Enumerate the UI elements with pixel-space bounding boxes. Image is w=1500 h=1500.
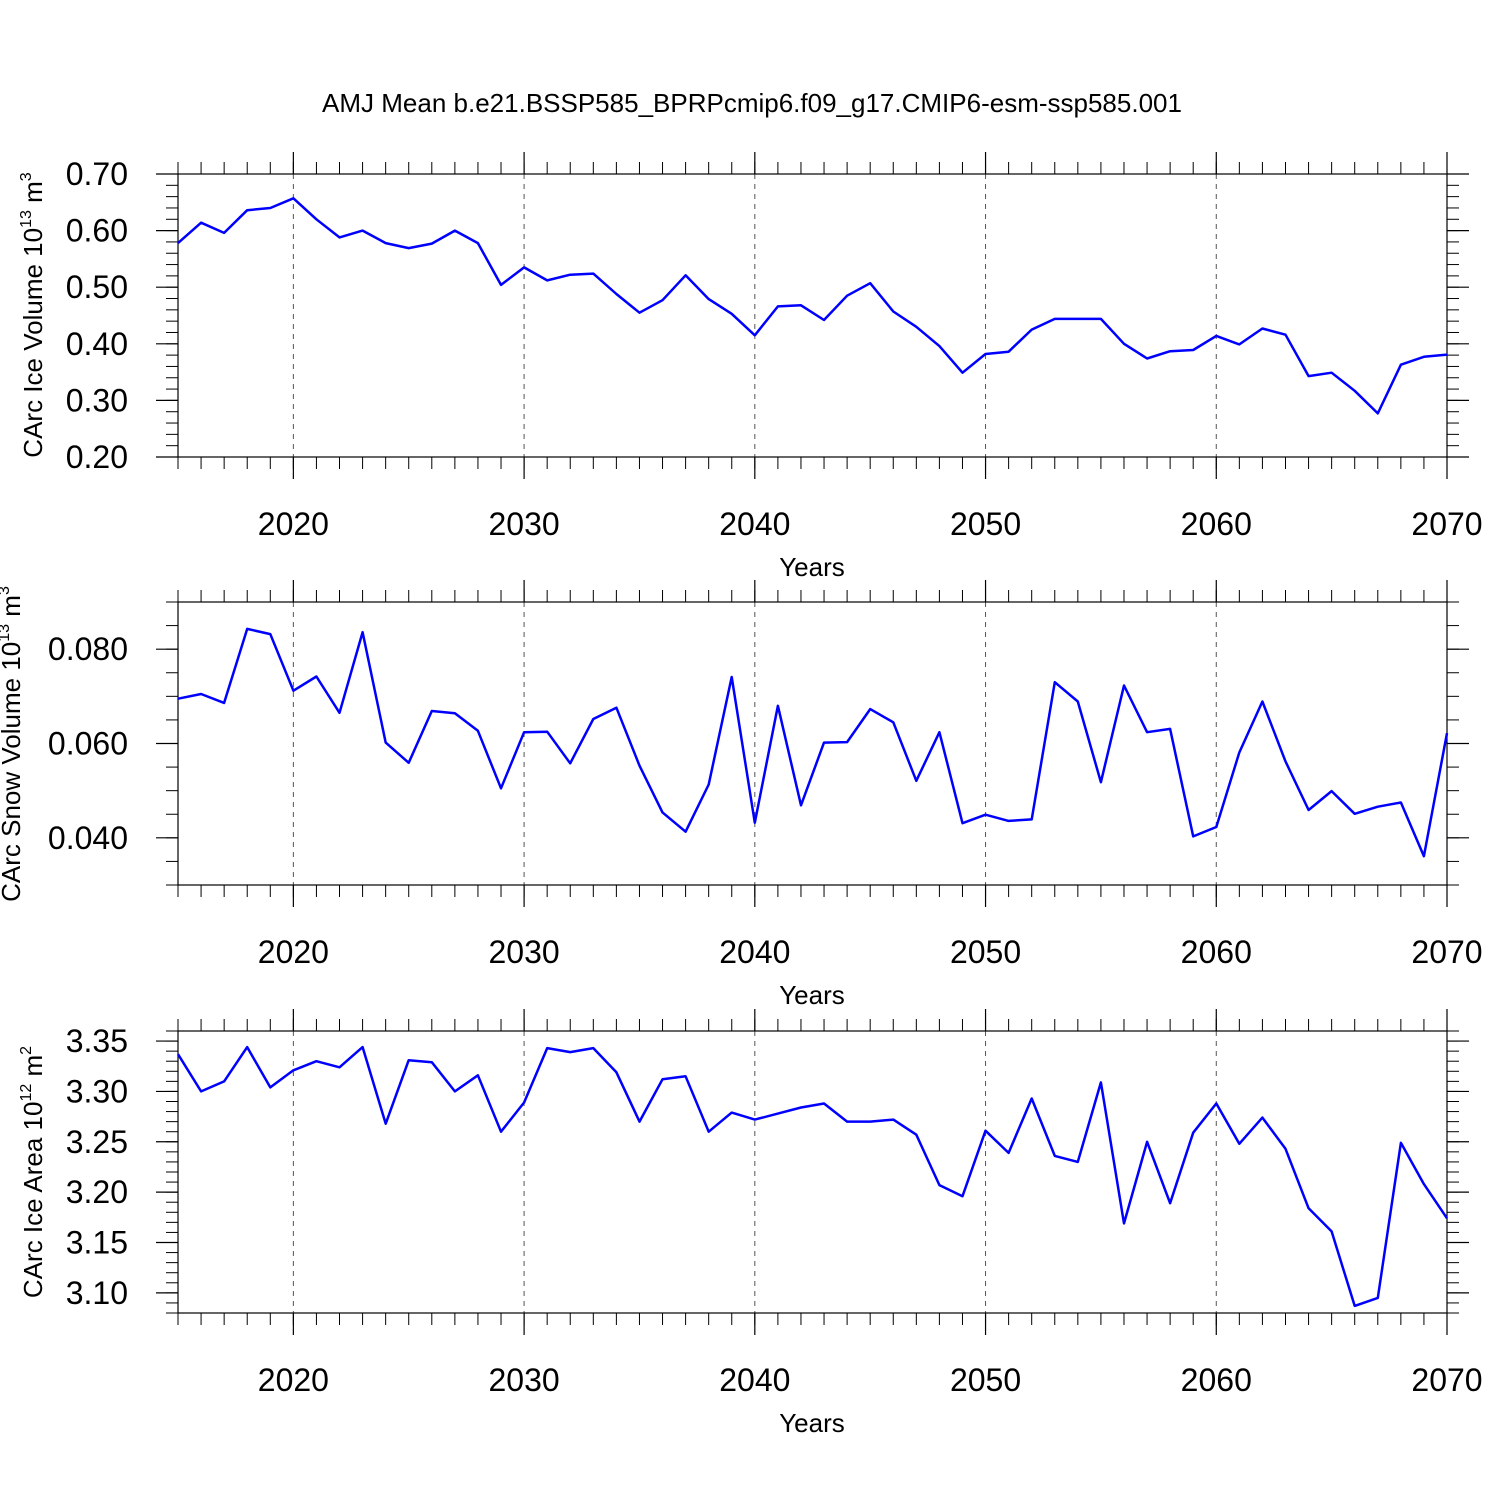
y-tick-label: 3.15	[66, 1225, 128, 1261]
y-tick-label: 3.35	[66, 1023, 128, 1059]
y-tick-label: 0.060	[48, 726, 128, 762]
y-tick-label: 0.20	[66, 439, 128, 475]
x-tick-label: 2020	[258, 506, 329, 542]
x-tick-label: 2060	[1181, 934, 1252, 970]
x-tick-label: 2050	[950, 506, 1021, 542]
snow-volume-panel: Years CArc Snow Volume 1013 m3 2020 2030 2…	[0, 580, 1483, 1010]
x-tick-label: 2070	[1411, 1362, 1482, 1398]
chart-title: AMJ Mean b.e21.BSSP585_BPRPcmip6.f09_g17…	[322, 88, 1182, 118]
y-axis-title: CArc Ice Area 1012 m2	[18, 1046, 48, 1298]
x-axis-title: Years	[779, 552, 845, 582]
y-tick-label: 3.10	[66, 1275, 128, 1311]
y-tick-label: 3.20	[66, 1174, 128, 1210]
x-tick-label: 2030	[488, 934, 559, 970]
x-tick-label: 2020	[258, 934, 329, 970]
y-tick-label: 0.30	[66, 382, 128, 418]
x-tick-label: 2060	[1181, 506, 1252, 542]
x-axis-title: Years	[779, 1408, 845, 1438]
series-line	[177, 197, 1448, 415]
x-tick-label: 2030	[488, 1362, 559, 1398]
y-tick-label: 0.40	[66, 326, 128, 362]
y-tick-label: 0.080	[48, 631, 128, 667]
x-tick-label: 2050	[950, 1362, 1021, 1398]
x-tick-label: 2040	[719, 506, 790, 542]
y-tick-label: 0.60	[66, 213, 128, 249]
x-axis-title: Years	[779, 980, 845, 1010]
x-tick-label: 2060	[1181, 1362, 1252, 1398]
ice-volume-panel: Years CArc Ice Volume 1013 m3 2020 2030 20…	[18, 152, 1483, 582]
y-axis-title: CArc Ice Volume 1013 m3	[18, 172, 48, 457]
x-tick-label: 2020	[258, 1362, 329, 1398]
x-tick-label: 2070	[1411, 506, 1482, 542]
y-tick-label: 0.040	[48, 820, 128, 856]
y-tick-label: 3.30	[66, 1073, 128, 1109]
x-tick-label: 2030	[488, 506, 559, 542]
plot-frame	[177, 173, 1448, 458]
series-line	[176, 1045, 1449, 1308]
x-tick-label: 2040	[719, 1362, 790, 1398]
y-axis-title: CArc Snow Volume 1013 m3	[0, 586, 26, 902]
ice-area-panel: Years CArc Ice Area 1012 m2 2020 2030 2040…	[18, 1009, 1483, 1438]
x-tick-label: 2070	[1411, 934, 1482, 970]
y-tick-label: 0.70	[66, 156, 128, 192]
y-tick-label: 3.25	[66, 1124, 128, 1160]
x-tick-label: 2040	[719, 934, 790, 970]
x-tick-label: 2050	[950, 934, 1021, 970]
plot-frame	[177, 601, 1448, 886]
y-tick-label: 0.50	[66, 269, 128, 305]
series-line	[177, 627, 1449, 858]
plot-frame	[177, 1030, 1448, 1314]
